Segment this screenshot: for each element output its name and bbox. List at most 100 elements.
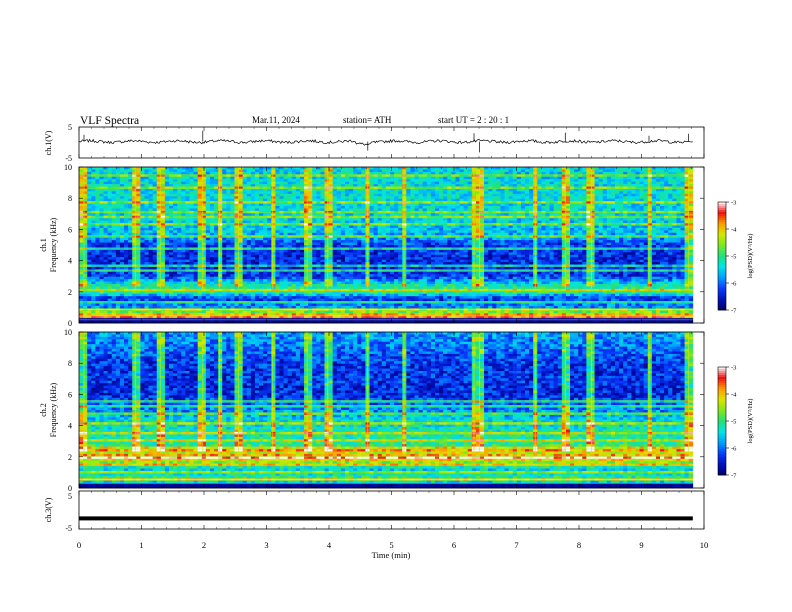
spectrogram-cell (214, 238, 218, 241)
spectrogram-cell (664, 194, 668, 197)
spectrogram-cell (218, 196, 222, 199)
spectrogram-cell (333, 191, 337, 194)
spectrogram-cell (259, 228, 263, 231)
spectrogram-cell (492, 172, 496, 175)
spectrogram-cell (427, 230, 431, 233)
spectrogram-cell (505, 179, 509, 182)
spectrogram-cell (521, 194, 525, 197)
spectrogram-cell (177, 245, 181, 248)
spectrogram-cell (599, 228, 603, 231)
spectrogram-cell (689, 238, 693, 241)
spectrogram-cell (390, 243, 394, 246)
spectrogram-cell (558, 179, 562, 182)
spectrogram-cell (374, 218, 378, 221)
spectrogram-cell (509, 230, 513, 233)
spectrogram-cell (267, 191, 271, 194)
spectrogram-cell (619, 238, 623, 241)
spectrogram-cell (247, 196, 251, 199)
spectrogram-cell (455, 230, 459, 233)
spectrogram-cell (271, 226, 275, 229)
spectrogram-cell (460, 228, 464, 231)
spectrogram-cell (357, 218, 361, 221)
spectrogram-cell (357, 240, 361, 243)
spectrogram-cell (108, 233, 112, 236)
spectrogram-cell (120, 194, 124, 197)
spectrogram-cell (648, 240, 652, 243)
spectrogram-cell (189, 179, 193, 182)
spectrogram-cell (87, 216, 91, 219)
spectrogram-cell (320, 208, 324, 211)
spectrogram-cell (505, 169, 509, 172)
spectrogram-cell (484, 208, 488, 211)
spectrogram-cell (194, 213, 198, 216)
spectrogram-cell (644, 204, 648, 207)
spectrogram-cell (460, 196, 464, 199)
spectrogram-cell (509, 213, 513, 216)
spectrogram-cell (95, 213, 99, 216)
spectrogram-cell (218, 184, 222, 187)
spectrogram-cell (582, 167, 586, 170)
spectrogram-cell (136, 213, 140, 216)
spectrogram-cell (243, 206, 247, 209)
spectrogram-cell (623, 177, 627, 180)
spectrogram-cell (271, 182, 275, 185)
spectrogram-cell (537, 228, 541, 231)
spectrogram-cell (370, 233, 374, 236)
spectrogram-cell (251, 226, 255, 229)
spectrogram-cell (112, 223, 116, 226)
spectrogram-cell (517, 226, 521, 229)
spectrogram-cell (586, 208, 590, 211)
spectrogram-cell (316, 194, 320, 197)
spectrogram-cell (198, 208, 202, 211)
spectrogram-cell (153, 226, 157, 229)
spectrogram-cell (325, 230, 329, 233)
spectrogram-cell (136, 223, 140, 226)
spectrogram-cell (243, 228, 247, 231)
spectrogram-cell (149, 167, 153, 170)
spectrogram-cell (173, 226, 177, 229)
spectrogram-cell (627, 169, 631, 172)
spectrogram-cell (181, 206, 185, 209)
spectrogram-cell (91, 206, 95, 209)
spectrogram-cell (689, 226, 693, 229)
spectrogram-cell (79, 204, 83, 207)
spectrogram-cell (153, 177, 157, 180)
spectrogram-cell (226, 191, 230, 194)
spectrogram-cell (284, 216, 288, 219)
spectrogram-cell (394, 243, 398, 246)
spectrogram-cell (488, 243, 492, 246)
spectrogram-cell (648, 182, 652, 185)
spectrogram-cell (308, 208, 312, 211)
spectrogram-cell (169, 208, 173, 211)
spectrogram-cell (263, 213, 267, 216)
spectrogram-cell (566, 172, 570, 175)
spectrogram-cell (656, 216, 660, 219)
spectrogram-cell (341, 218, 345, 221)
spectrogram-cell (267, 213, 271, 216)
spectrogram-cell (275, 177, 279, 180)
spectrogram-cell (386, 191, 390, 194)
spectrogram-cell (304, 216, 308, 219)
spectrogram-cell (676, 230, 680, 233)
spectrogram-cell (537, 223, 541, 226)
spectrogram-cell (345, 208, 349, 211)
spectrogram-cell (149, 182, 153, 185)
spectrogram-cell (124, 213, 128, 216)
spectrogram-cell (136, 243, 140, 246)
spectrogram-cell (247, 218, 251, 221)
spectrogram-cell (353, 208, 357, 211)
spectrogram-cell (635, 179, 639, 182)
spectrogram-cell (218, 169, 222, 172)
spectrogram-cell (79, 179, 83, 182)
spectrogram-cell (680, 213, 684, 216)
spectrogram-cell (226, 226, 230, 229)
spectrogram-cell (337, 194, 341, 197)
spectrogram-cell (627, 226, 631, 229)
spectrogram-cell (660, 216, 664, 219)
spectrogram-cell (214, 240, 218, 243)
spectrogram-cell (353, 204, 357, 207)
spectrogram-cell (394, 204, 398, 207)
spectrogram-cell (149, 216, 153, 219)
spectrogram-cell (525, 208, 529, 211)
spectrogram-cell (243, 194, 247, 197)
